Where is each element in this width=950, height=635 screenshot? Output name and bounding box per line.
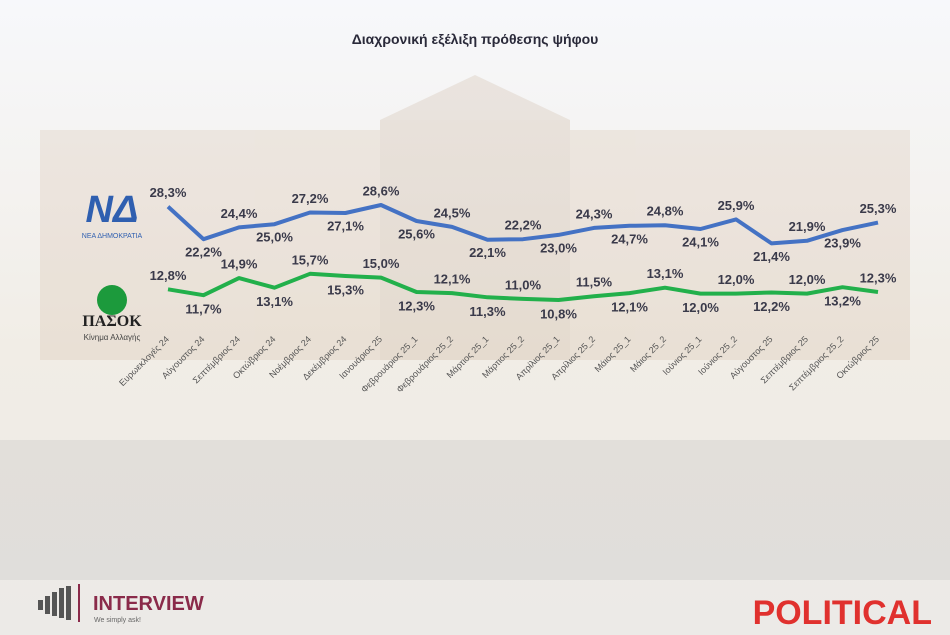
data-label: 21,4% (753, 249, 790, 264)
nd-logo: ΝΔ ΝΕΑ ΔΗΜΟΚΡΑΤΙΑ (82, 189, 143, 240)
data-label: 13,1% (647, 266, 684, 281)
data-label: 12,8% (150, 268, 187, 283)
data-label: 13,2% (824, 294, 861, 309)
interview-name: INTERVIEW (93, 593, 204, 615)
interview-logo: INTERVIEW We simply ask! (38, 584, 204, 624)
data-label: 27,2% (292, 191, 329, 206)
data-label: 11,7% (185, 302, 222, 317)
data-label: 22,2% (185, 245, 222, 260)
data-label: 21,9% (789, 219, 826, 234)
data-label: 25,3% (860, 201, 897, 216)
data-label: 12,3% (860, 270, 897, 285)
building (0, 75, 950, 580)
data-label: 24,7% (611, 231, 648, 246)
pasok-name: Κίνημα Αλλαγής (84, 333, 141, 342)
data-label: 24,5% (434, 205, 471, 220)
series-line (166, 203, 879, 246)
data-label: 23,0% (540, 240, 577, 255)
data-label: 11,3% (469, 304, 506, 319)
nd-mark: ΝΔ (86, 189, 139, 231)
data-label: 10,8% (540, 306, 577, 321)
data-label: 14,9% (221, 257, 258, 272)
data-label: 12,3% (398, 298, 435, 313)
data-label: 23,9% (824, 236, 861, 251)
data-label: 11,0% (505, 277, 542, 292)
interview-tagline: We simply ask! (94, 617, 141, 624)
data-label: 12,2% (753, 299, 790, 314)
pasok-logo: ΠΑΣΟΚ Κίνημα Αλλαγής (82, 285, 142, 342)
data-label: 24,4% (221, 206, 258, 221)
data-label: 11,5% (576, 275, 613, 290)
data-label: 27,1% (327, 218, 364, 233)
data-label: 13,1% (256, 294, 293, 309)
data-label: 15,7% (292, 252, 329, 267)
data-label: 25,0% (256, 230, 293, 245)
chart-title: Διαχρονική εξέλιξη πρόθεσης ψήφου (352, 31, 599, 47)
data-label: 25,9% (718, 198, 755, 213)
pasok-mark: ΠΑΣΟΚ (82, 313, 142, 330)
data-label: 15,0% (363, 256, 400, 271)
data-label: 28,3% (150, 185, 187, 200)
series-line (167, 271, 879, 302)
political-logo: POLITICAL (753, 594, 932, 632)
nd-name: ΝΕΑ ΔΗΜΟΚΡΑΤΙΑ (82, 233, 143, 240)
data-label: 22,1% (469, 245, 506, 260)
data-label: 22,2% (505, 218, 542, 233)
data-label: 24,8% (647, 204, 684, 219)
data-label: 12,0% (718, 272, 755, 287)
data-label: 12,1% (434, 271, 471, 286)
data-label: 12,1% (611, 299, 648, 314)
data-label: 28,6% (363, 183, 400, 198)
data-label: 15,3% (327, 282, 364, 297)
data-label: 24,3% (576, 206, 613, 221)
data-label: 24,1% (682, 234, 719, 249)
data-label: 12,0% (789, 272, 826, 287)
data-label: 25,6% (398, 226, 435, 241)
data-label: 12,0% (682, 300, 719, 315)
